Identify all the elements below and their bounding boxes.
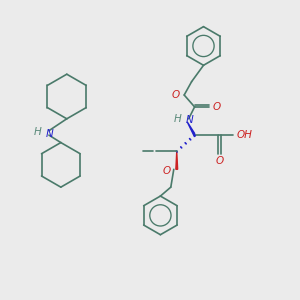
Text: O: O — [212, 102, 220, 112]
Text: O: O — [216, 156, 224, 166]
Text: N: N — [186, 115, 194, 125]
Text: O: O — [172, 90, 180, 100]
Text: OH: OH — [236, 130, 252, 140]
Text: H: H — [34, 127, 41, 137]
Text: H: H — [173, 114, 181, 124]
Polygon shape — [176, 152, 178, 169]
Polygon shape — [187, 122, 195, 137]
Text: O: O — [163, 166, 171, 176]
Text: N: N — [46, 129, 54, 139]
